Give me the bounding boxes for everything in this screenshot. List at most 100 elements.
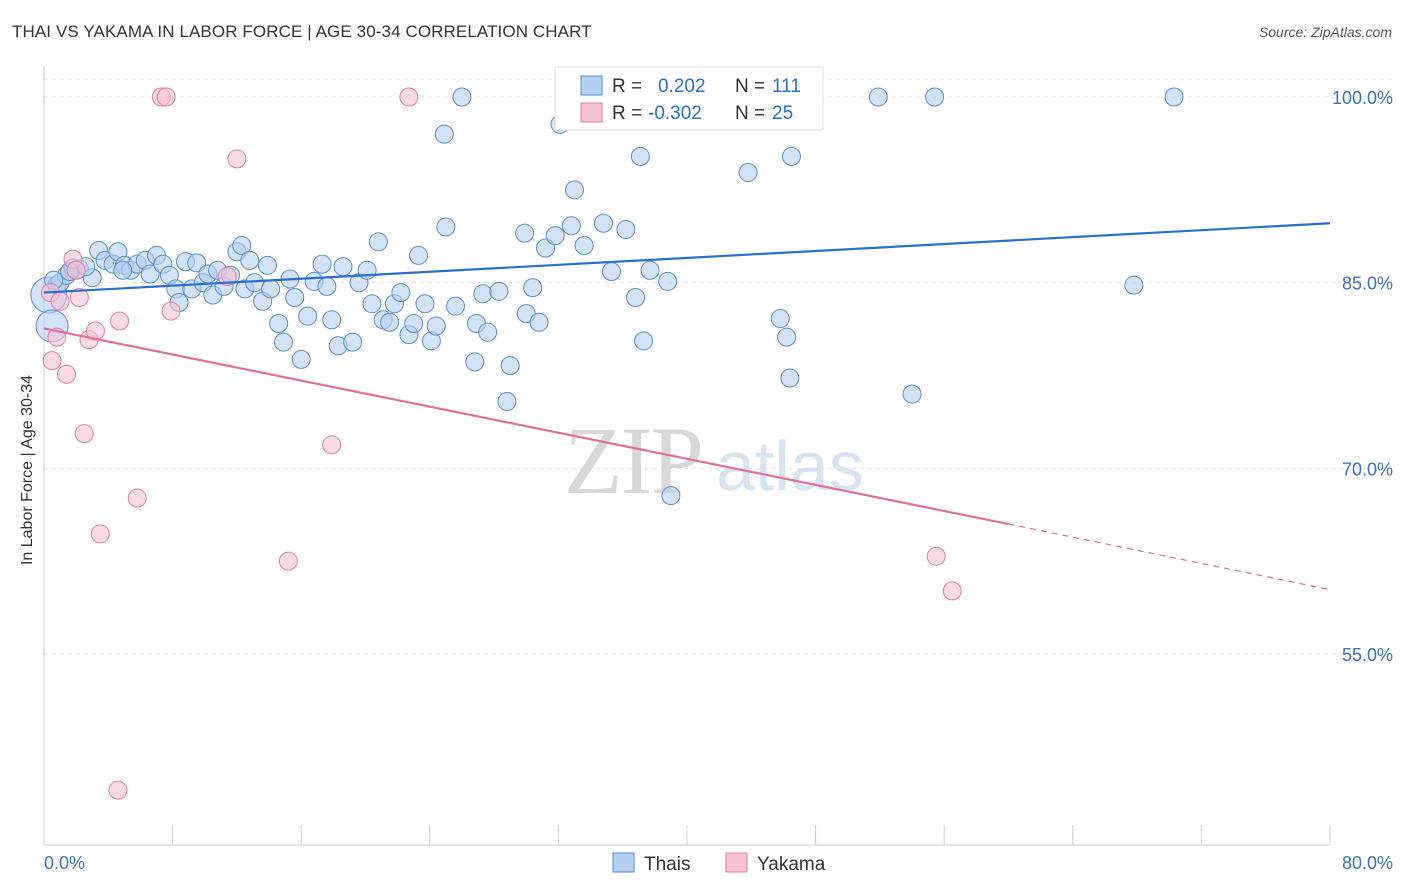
yakama-point	[127, 488, 147, 508]
thais-point	[343, 332, 363, 352]
x-tick-label-min: 0.0%	[44, 853, 85, 873]
thais-point	[362, 294, 382, 314]
yakama-point	[69, 288, 89, 308]
thais-point	[640, 260, 660, 280]
thais-point	[312, 254, 332, 274]
n-value-thais: 111	[772, 76, 801, 97]
thais-point	[658, 271, 678, 291]
thais-point	[409, 245, 429, 265]
r-label-yakama: R =	[612, 103, 642, 124]
thais-point	[322, 310, 342, 330]
legend-swatch-thais-stats	[580, 75, 603, 96]
chart-title: THAI VS YAKAMA IN LABOR FORCE | AGE 30-3…	[12, 22, 592, 41]
yakama-point	[57, 364, 77, 384]
thais-point	[661, 486, 681, 506]
thais-point	[478, 322, 498, 342]
legend-swatch-yakama-stats	[580, 102, 603, 123]
thais-point	[564, 180, 584, 200]
yakama-trend-line	[43, 327, 1009, 526]
thais-point	[515, 223, 535, 243]
y-tick-label: 70.0%	[1342, 459, 1393, 479]
thais-point	[465, 352, 485, 372]
thais-trend-line	[43, 222, 1331, 294]
thais-point	[232, 236, 252, 256]
yakama-point	[108, 780, 128, 800]
legend-swatch-yakama	[725, 852, 748, 873]
y-tick-label: 55.0%	[1342, 645, 1393, 665]
yakama-point	[50, 291, 70, 311]
trend-layer	[43, 222, 1331, 591]
yakama-point	[42, 351, 62, 371]
grid-layer	[44, 78, 1395, 655]
yakama-point	[66, 260, 86, 280]
thais-point	[291, 349, 311, 369]
yakama-point	[942, 581, 962, 601]
thais-point	[426, 316, 446, 336]
thais-point	[1164, 87, 1184, 107]
yakama-point	[110, 311, 130, 331]
thais-point	[616, 219, 636, 239]
thais-point	[434, 124, 454, 144]
thais-point	[500, 356, 520, 376]
yakama-point	[278, 551, 298, 571]
thais-point	[113, 260, 133, 280]
yakama-point	[227, 149, 247, 169]
yakama-point	[926, 546, 946, 566]
yakama-point	[217, 266, 237, 286]
n-label-yakama: N =	[735, 103, 765, 124]
thais-point	[868, 87, 888, 107]
thais-point	[257, 255, 277, 275]
thais-point	[274, 332, 294, 352]
thais-point	[601, 262, 621, 282]
thais-point	[415, 294, 435, 314]
thais-point	[240, 250, 260, 270]
thais-point	[317, 276, 337, 296]
r-value-yakama: -0.302	[648, 103, 702, 124]
thais-point	[545, 226, 565, 246]
thais-point	[593, 213, 613, 233]
x-tick-label-max: 80.0%	[1342, 853, 1393, 873]
thais-point	[333, 257, 353, 277]
yakama-point	[161, 301, 181, 321]
thais-point	[140, 264, 160, 284]
thais-point	[404, 314, 424, 334]
n-value-yakama: 25	[772, 103, 793, 124]
thais-point	[452, 87, 472, 107]
thais-point	[368, 232, 388, 252]
thais-point	[630, 146, 650, 166]
thais-point	[245, 273, 265, 293]
thais-point	[391, 283, 411, 303]
thais-point	[574, 236, 594, 256]
points-layer	[30, 87, 1184, 800]
y-tick-label: 100.0%	[1332, 88, 1393, 108]
thais-point	[285, 288, 305, 308]
thais-point	[298, 306, 318, 326]
source-label: Source: ZipAtlas.com	[1258, 24, 1392, 40]
thais-point	[738, 163, 758, 183]
thais-point	[925, 87, 945, 107]
thais-point	[561, 216, 581, 236]
thais-point	[770, 309, 790, 329]
r-label-thais: R =	[612, 76, 642, 97]
watermark-zip: ZIP	[564, 407, 702, 514]
yakama-point	[74, 424, 94, 444]
thais-point	[634, 331, 654, 351]
thais-point	[523, 278, 543, 298]
thais-point	[473, 284, 493, 304]
yakama-point	[399, 87, 419, 107]
tick-label-layer: 55.0% 70.0% 85.0% 100.0% 0.0% 80.0%	[44, 88, 1393, 873]
thais-point	[777, 327, 797, 347]
thais-point	[261, 279, 281, 299]
y-tick-label: 85.0%	[1342, 274, 1393, 294]
thais-point	[780, 368, 800, 388]
r-value-thais: 0.202	[658, 76, 706, 97]
yakama-point	[90, 524, 110, 544]
thais-point	[626, 288, 646, 308]
legend-label-thais: Thais	[644, 854, 690, 875]
thais-point	[497, 391, 517, 411]
n-label-thais: N =	[735, 76, 765, 97]
axis-layer	[43, 66, 1331, 846]
legend-label-yakama: Yakama	[757, 854, 826, 875]
thais-point	[269, 314, 289, 334]
